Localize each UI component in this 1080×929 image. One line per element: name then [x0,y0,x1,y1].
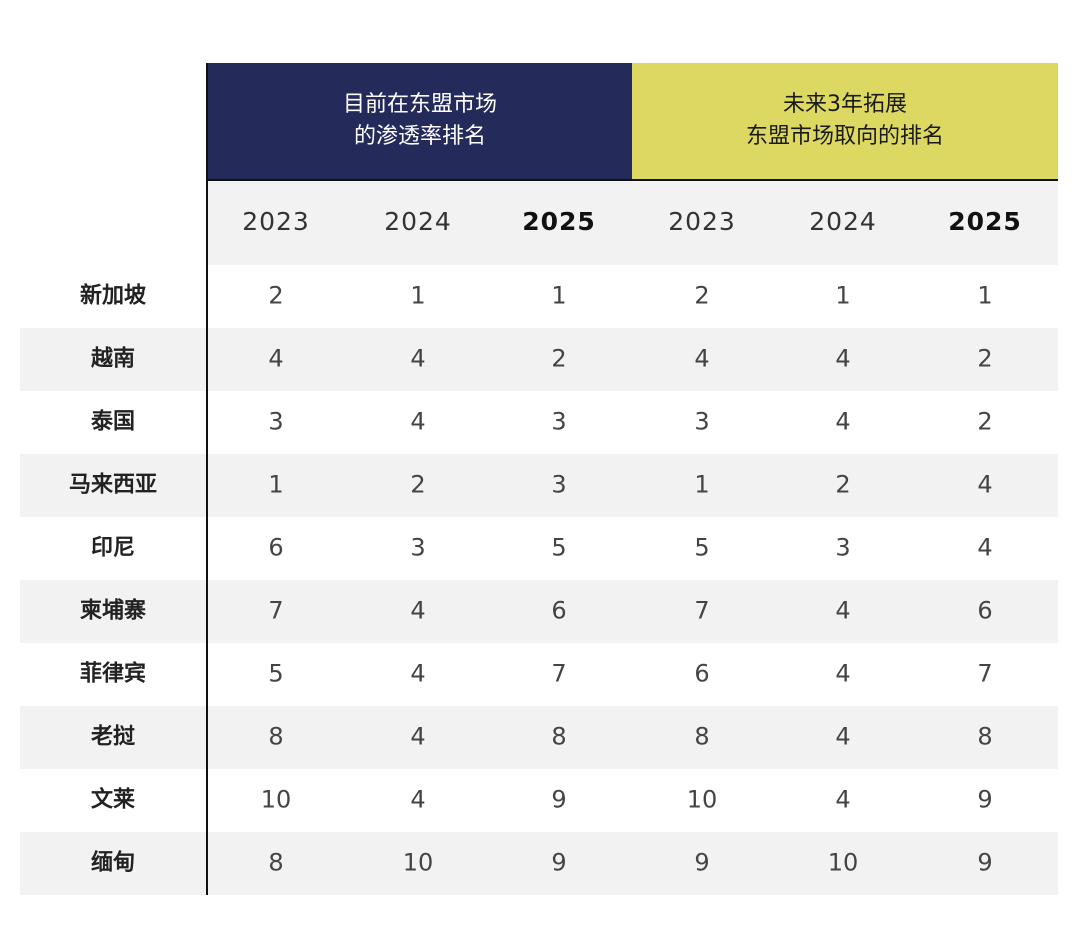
cell: 10 [403,849,434,877]
year-header: 2023 [242,207,310,236]
cell: 6 [977,597,992,625]
group-header: 未来3年拓展 [783,92,907,117]
cell: 4 [410,723,425,751]
row-label: 越南 [90,347,135,372]
cell: 4 [835,786,850,814]
cell: 4 [410,597,425,625]
cell: 1 [551,282,566,310]
row-label: 缅甸 [91,850,135,876]
cell: 4 [835,345,850,373]
cell: 10 [828,849,859,877]
cell: 9 [551,786,566,814]
row-label: 马来西亚 [69,473,157,498]
cell: 2 [694,282,709,310]
cell: 3 [551,408,566,436]
cell: 9 [977,786,992,814]
cell: 4 [977,534,992,562]
cell: 10 [261,786,292,814]
cell: 7 [268,597,283,625]
cell: 7 [694,597,709,625]
cell: 2 [268,282,283,310]
cell: 4 [835,597,850,625]
cell: 3 [268,408,283,436]
group-header: 的渗透率排名 [354,124,486,149]
group-header-bg [632,63,1058,180]
cell: 9 [551,849,566,877]
cell: 6 [551,597,566,625]
group-header-bg [207,63,632,180]
cell: 4 [410,786,425,814]
cell: 2 [977,345,992,373]
cell: 5 [694,534,709,562]
row-label: 菲律宾 [80,661,146,687]
cell: 2 [977,408,992,436]
cell: 4 [410,660,425,688]
row-bg [20,328,1058,391]
row-bg [20,832,1058,895]
cell: 3 [694,408,709,436]
cell: 1 [410,282,425,310]
row-bg [20,454,1058,517]
cell: 1 [268,471,283,499]
cell: 4 [694,345,709,373]
year-header: 2023 [668,207,736,236]
year-header: 2024 [809,207,877,236]
row-bg [20,580,1058,643]
group-header: 目前在东盟市场 [343,92,497,117]
row-label: 泰国 [90,410,135,435]
year-header: 2025 [948,207,1022,236]
cell: 4 [835,723,850,751]
cell: 8 [694,723,709,751]
cell: 8 [551,723,566,751]
cell: 3 [410,534,425,562]
cell: 5 [268,660,283,688]
cell: 4 [835,660,850,688]
cell: 4 [835,408,850,436]
year-row-bg [207,180,1058,265]
cell: 3 [835,534,850,562]
cell: 9 [694,849,709,877]
cell: 3 [551,471,566,499]
cell: 9 [977,849,992,877]
cell: 2 [410,471,425,499]
cell: 4 [977,471,992,499]
cell: 1 [977,282,992,310]
cell: 7 [551,660,566,688]
cell: 1 [835,282,850,310]
cell: 2 [551,345,566,373]
row-label: 柬埔寨 [80,598,146,624]
year-header: 2024 [384,207,452,236]
cell: 8 [268,723,283,751]
row-label: 新加坡 [80,283,146,309]
cell: 10 [687,786,718,814]
cell: 6 [694,660,709,688]
cell: 8 [268,849,283,877]
year-header: 2025 [522,207,596,236]
cell: 6 [268,534,283,562]
row-label: 印尼 [91,536,135,561]
cell: 5 [551,534,566,562]
cell: 7 [977,660,992,688]
cell: 8 [977,723,992,751]
row-label: 文莱 [91,787,135,813]
cell: 2 [835,471,850,499]
cell: 1 [694,471,709,499]
cell: 4 [410,345,425,373]
group-header: 东盟市场取向的排名 [746,124,944,149]
cell: 4 [410,408,425,436]
row-bg [20,706,1058,769]
row-label: 老挝 [90,725,136,750]
cell: 4 [268,345,283,373]
